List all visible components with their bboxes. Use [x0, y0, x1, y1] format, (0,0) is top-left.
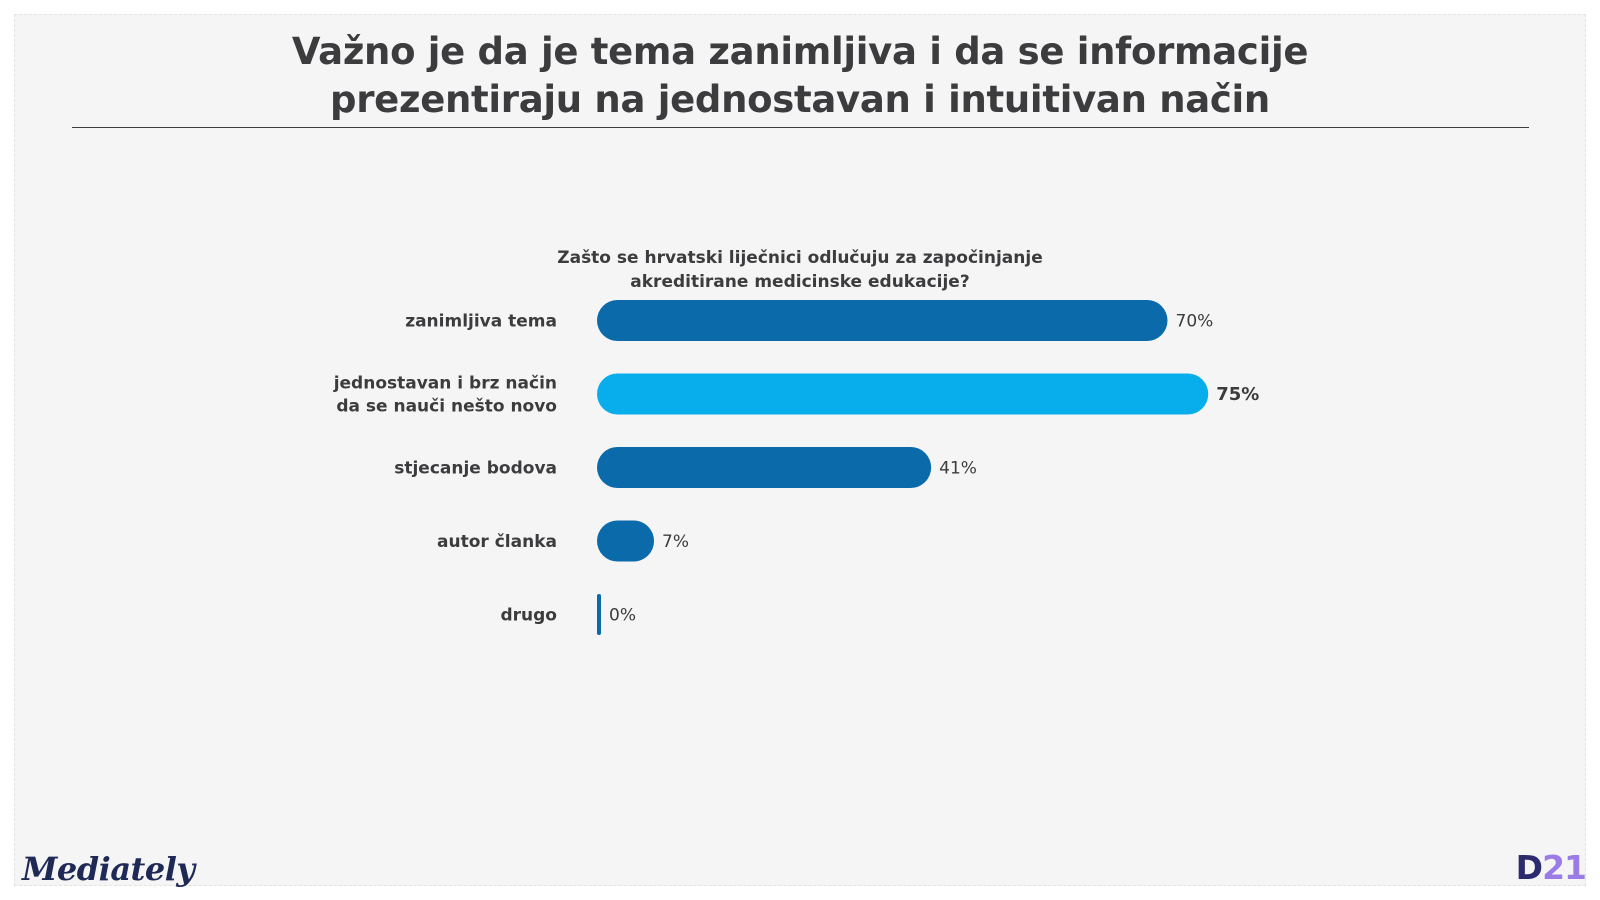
bar [597, 300, 1168, 341]
category-label: jednostavan i brz način [333, 374, 557, 394]
value-label: 0% [609, 606, 636, 626]
value-label: 7% [662, 532, 689, 552]
question-line-2: akreditirane medicinske edukacije? [630, 272, 970, 292]
value-label: 41% [939, 459, 977, 479]
page-title: Važno je da je tema zanimljiva i da se i… [0, 28, 1600, 124]
title-line-1: Važno je da je tema zanimljiva i da se i… [291, 30, 1309, 73]
chart-question: Zašto se hrvatski liječnici odlučuju za … [500, 246, 1100, 294]
bar [597, 447, 932, 488]
mediately-logo: Mediately [22, 850, 195, 888]
bar [597, 594, 601, 635]
category-label: drugo [500, 606, 557, 626]
category-label: autor članka [437, 532, 557, 552]
title-divider [72, 127, 1529, 128]
category-label: stjecanje bodova [394, 459, 557, 479]
value-label: 75% [1216, 384, 1259, 405]
d21-logo: D21 [1515, 848, 1587, 887]
category-label: da se nauči nešto novo [336, 397, 557, 417]
bar [597, 520, 655, 562]
d21-logo-d: D [1515, 848, 1543, 887]
category-label: zanimljiva tema [405, 312, 557, 332]
title-line-2: prezentiraju na jednostavan i intuitivan… [330, 78, 1270, 121]
question-line-1: Zašto se hrvatski liječnici odlučuju za … [557, 248, 1043, 268]
value-label: 70% [1176, 312, 1214, 332]
d21-logo-number: 21 [1542, 848, 1587, 887]
bar [597, 373, 1209, 415]
